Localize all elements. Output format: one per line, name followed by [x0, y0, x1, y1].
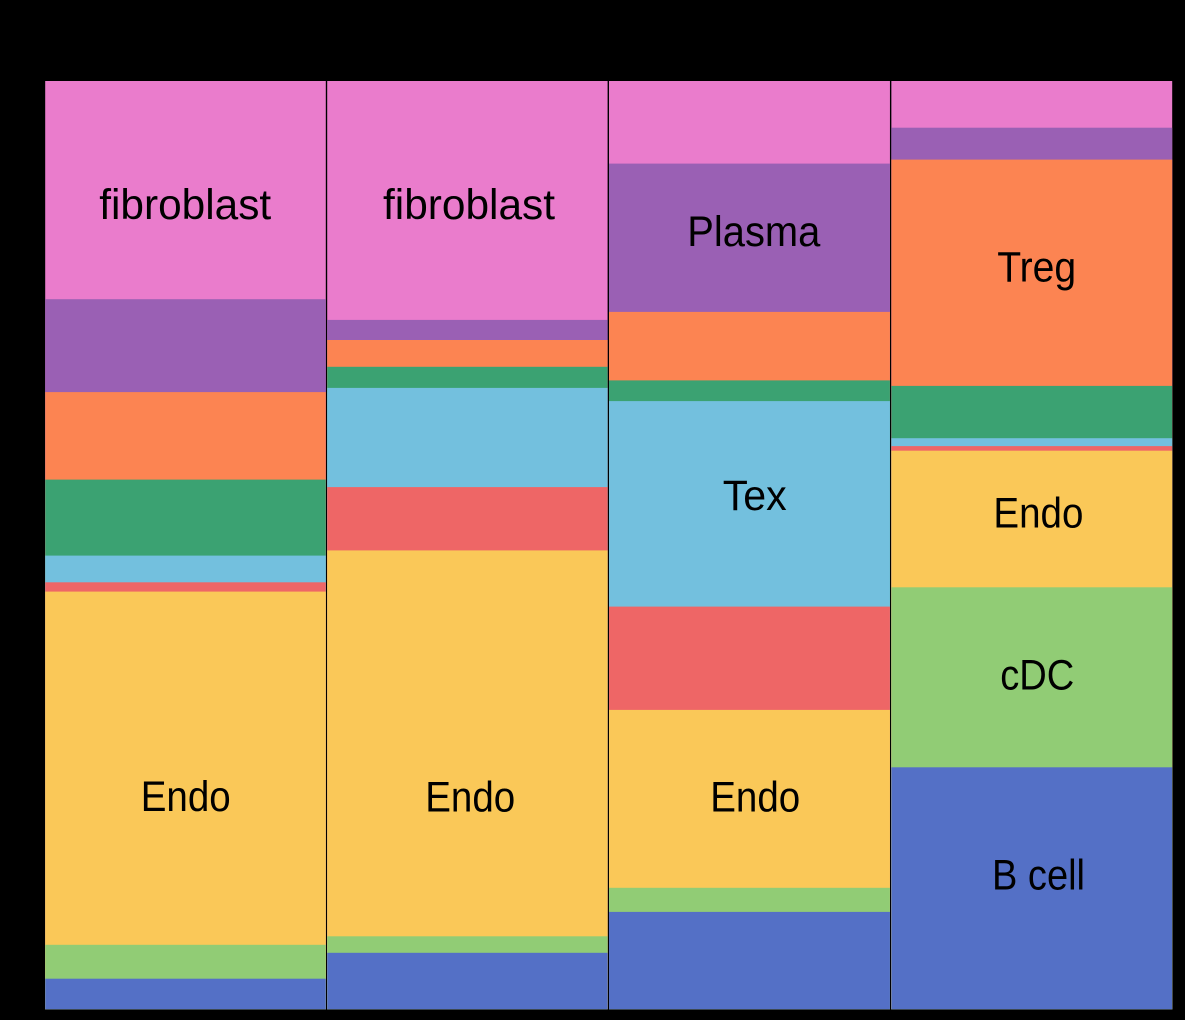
svg-text:fibroblast: fibroblast	[383, 181, 555, 229]
svg-text:Plasma: Plasma	[687, 208, 820, 256]
svg-text:Endo: Endo	[710, 774, 800, 822]
svg-text:fibroblast: fibroblast	[99, 181, 271, 229]
svg-text:B cell: B cell	[992, 852, 1085, 900]
svg-text:Endo: Endo	[425, 774, 515, 822]
svg-text:Endo: Endo	[993, 489, 1083, 537]
svg-text:Tex: Tex	[723, 472, 787, 520]
svg-text:cDC: cDC	[1000, 652, 1074, 700]
svg-text:Endo: Endo	[141, 773, 231, 821]
svg-text:Treg: Treg	[997, 244, 1076, 292]
